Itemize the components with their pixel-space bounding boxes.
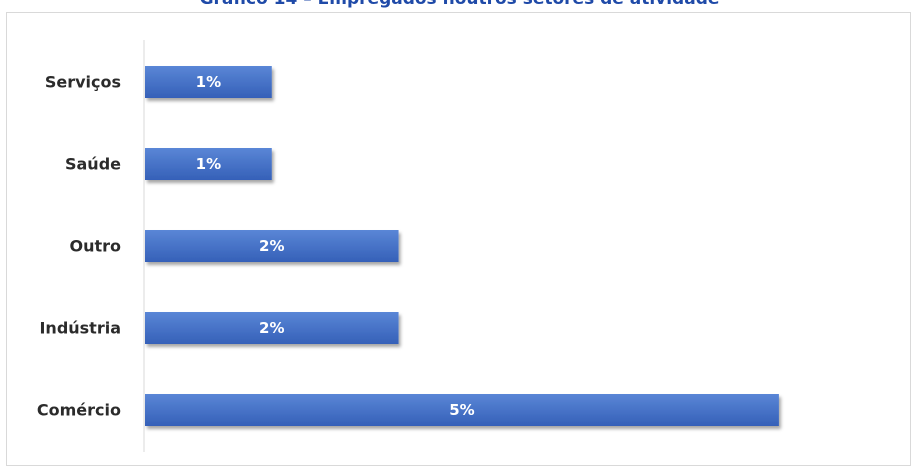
value-label-0: 1% — [196, 73, 221, 91]
bar-0 — [145, 66, 272, 98]
value-label-1: 1% — [196, 155, 221, 173]
bar-2 — [145, 230, 399, 262]
category-label-1: Saúde — [65, 155, 121, 174]
bar-3 — [145, 312, 399, 344]
category-label-0: Serviços — [45, 73, 121, 92]
category-label-4: Comércio — [37, 401, 121, 420]
category-label-2: Outro — [69, 237, 121, 256]
value-label-2: 2% — [259, 237, 284, 255]
category-label-3: Indústria — [39, 319, 121, 338]
bars-layer: Serviços 1% Saúde 1% Outro 2% Indústria 2% Comér… — [37, 66, 779, 426]
bar-1 — [145, 148, 272, 180]
value-label-4: 5% — [449, 401, 474, 419]
bar-4 — [145, 394, 779, 426]
value-label-3: 2% — [259, 319, 284, 337]
chart-title: Gráfico 14 – Empregados noutros setores … — [0, 0, 919, 9]
